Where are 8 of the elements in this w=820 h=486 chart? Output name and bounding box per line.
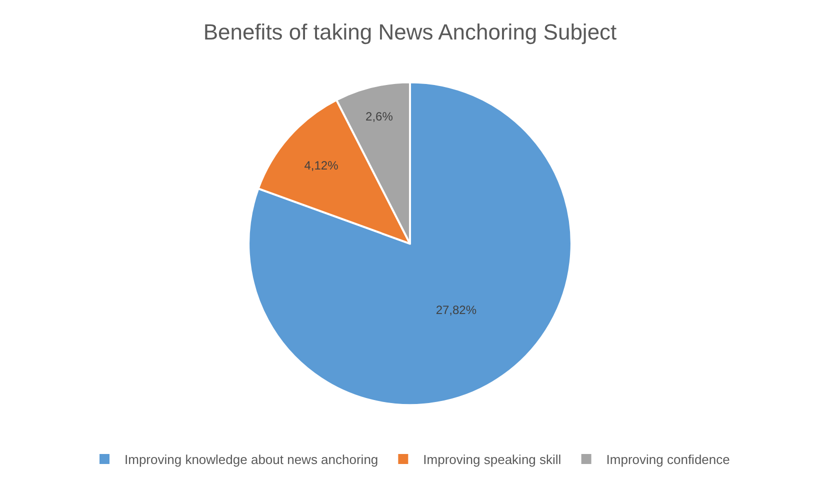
data-label: 27,82%	[436, 302, 477, 317]
data-label: 2,6%	[366, 110, 394, 124]
pie-slice	[248, 81, 572, 406]
data-label: 4,12%	[304, 158, 339, 172]
chart-title: Benefits of taking News Anchoring Subject	[203, 20, 617, 45]
legend-label: Improving speaking skill	[423, 452, 562, 468]
legend-label: Improving knowledge about news anchoring	[124, 452, 378, 468]
legend-label: Improving confidence	[606, 452, 730, 468]
